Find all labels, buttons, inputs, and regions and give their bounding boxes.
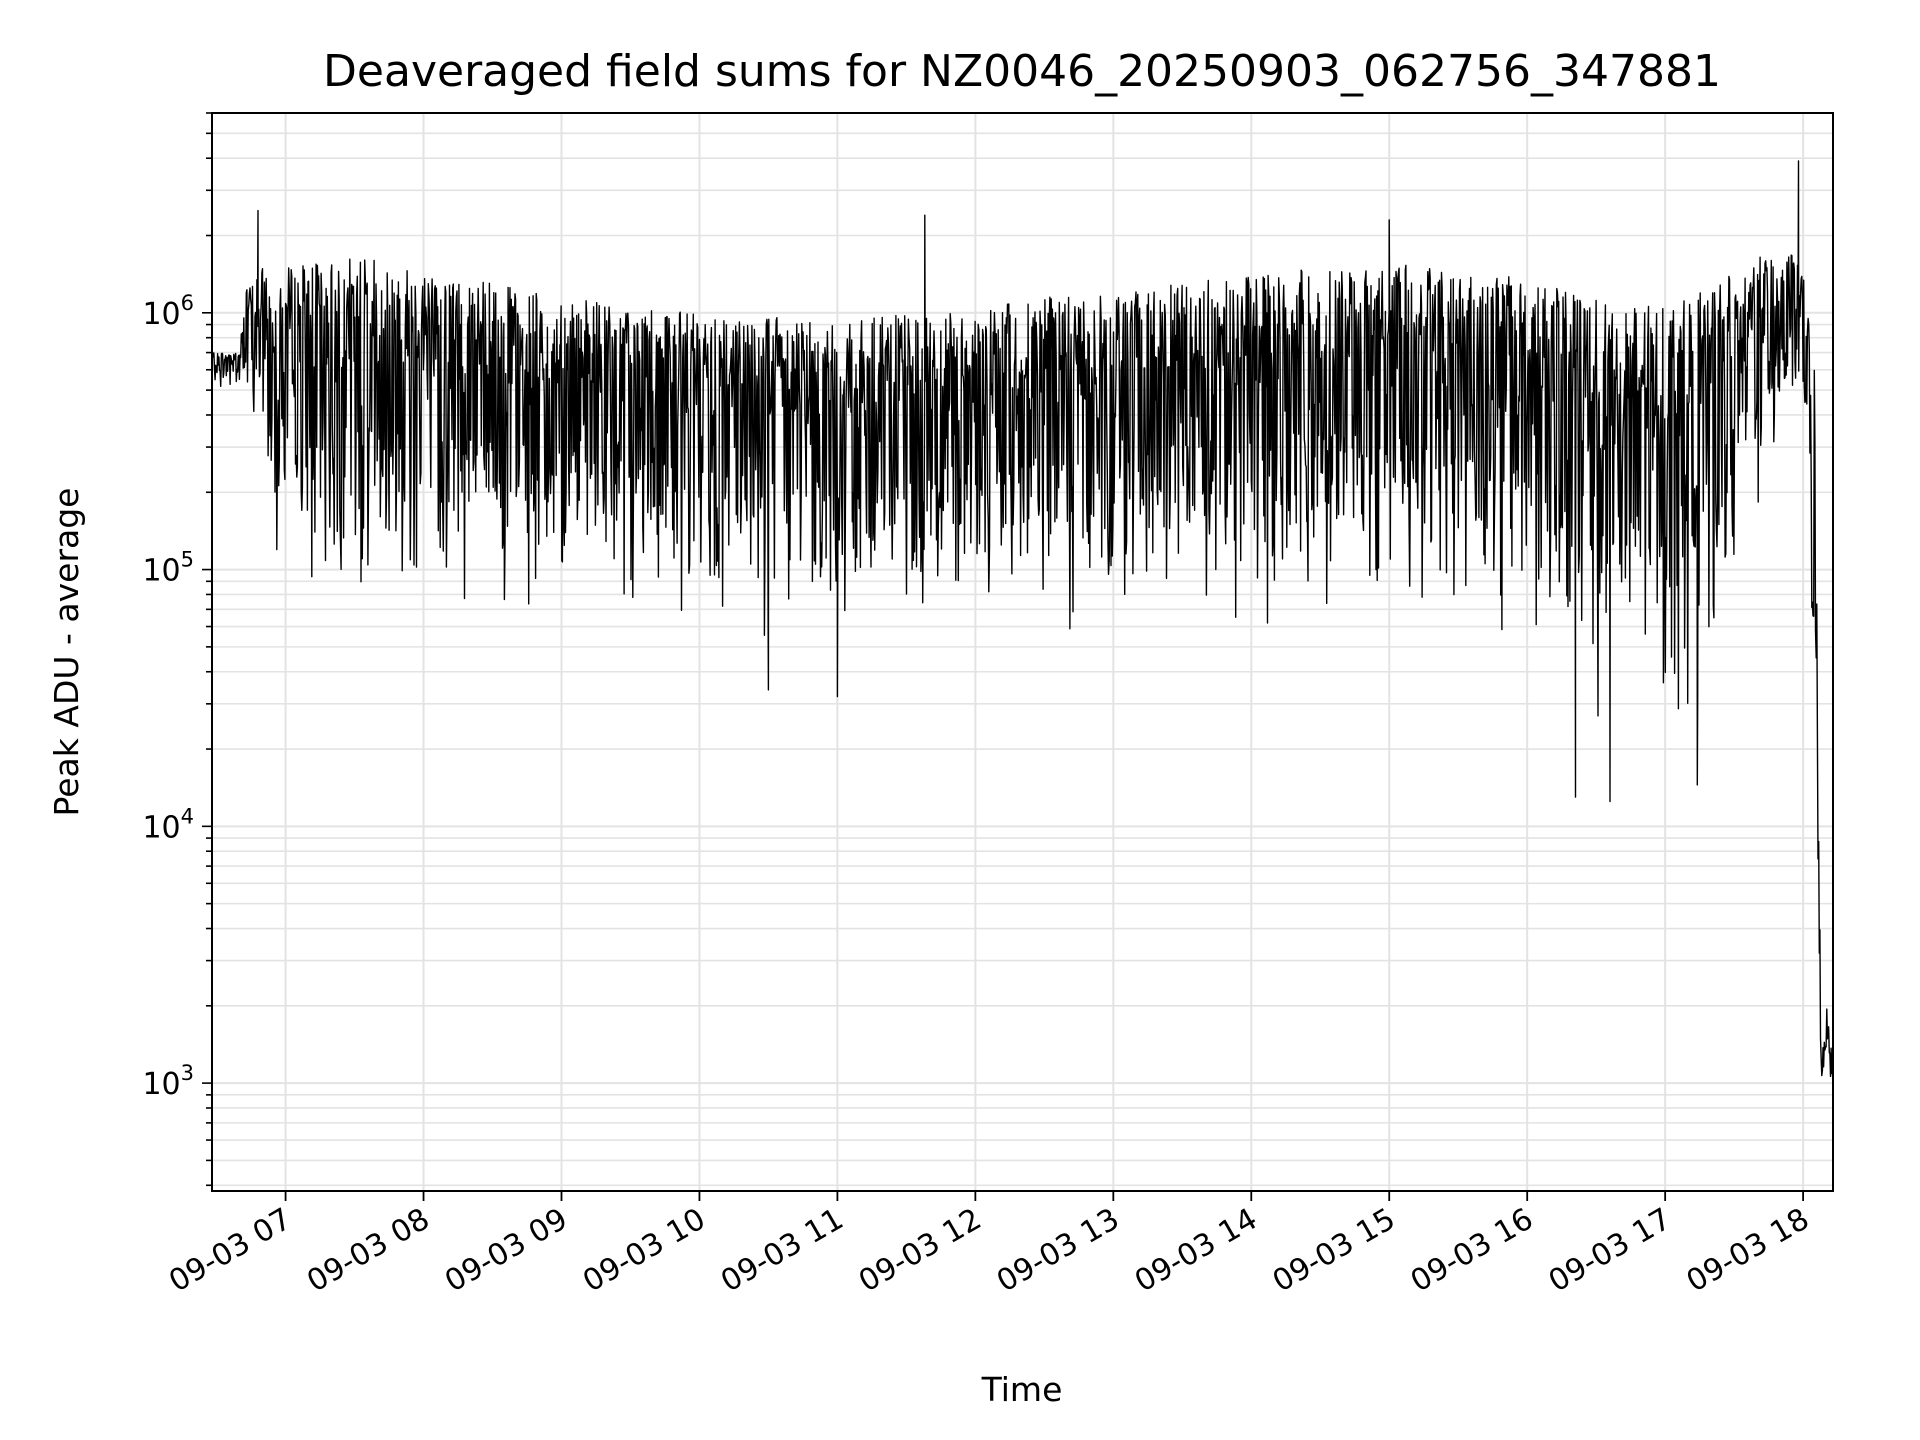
y-tick-label: 106 bbox=[142, 291, 194, 332]
data-series bbox=[211, 160, 1834, 1096]
chart-title: Deaveraged field sums for NZ0046_2025090… bbox=[323, 46, 1721, 97]
x-axis-label: Time bbox=[981, 1370, 1063, 1409]
y-tick-label: 103 bbox=[142, 1061, 194, 1102]
y-tick-label: 105 bbox=[142, 548, 194, 589]
grid bbox=[212, 112, 1833, 1191]
plot-frame bbox=[211, 112, 1834, 1192]
data-line bbox=[211, 160, 1834, 1096]
y-tick-label: 104 bbox=[142, 804, 194, 845]
y-axis-label: Peak ADU - average bbox=[47, 488, 86, 817]
